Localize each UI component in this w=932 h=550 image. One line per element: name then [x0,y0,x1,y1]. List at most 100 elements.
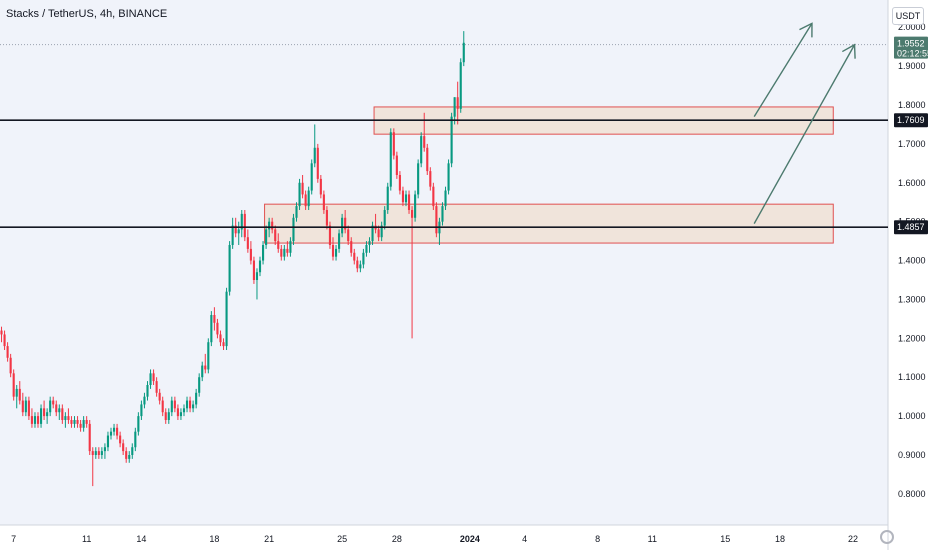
currency-unit-button[interactable]: USDT [892,7,924,25]
candle-body [420,136,423,164]
support-resistance-zone-1[interactable] [264,203,834,244]
candle-body [307,190,310,207]
candle-body [325,210,328,226]
candle-body [36,416,40,424]
candle-body [386,186,389,210]
candle-body [179,412,183,417]
candle-body [350,241,353,253]
candle-body [85,420,88,424]
y-tick-label: 1.7000 [898,139,926,149]
candle-body [359,264,362,269]
candle-body [79,423,82,428]
candle-body [338,233,341,249]
candle-body [195,392,198,405]
candle-body [274,229,277,242]
candle-body [395,155,398,175]
candle-body [134,431,137,448]
candle-body [3,334,6,347]
x-tick-label: 4 [522,534,527,544]
candle-body [298,182,301,207]
candle-body [328,225,332,245]
candle-body [304,194,307,207]
x-tick-label: 8 [595,534,600,544]
candle-body [146,385,149,397]
candle-body [185,400,189,409]
candle-body [301,182,304,195]
candle-body [6,346,9,358]
y-tick-label: 0.9000 [898,450,926,460]
candle-body [143,396,146,405]
arrow-head-icon [799,22,813,38]
candle-body [222,342,225,347]
candle-body [377,229,380,238]
candle-body [268,221,271,230]
price-axis-pane[interactable] [888,0,932,550]
x-tick-label: 21 [264,534,274,544]
candle-body [149,373,152,385]
candle-body [258,260,262,273]
x-tick-label: 18 [775,534,785,544]
gear-icon[interactable] [880,530,894,544]
candle-body [106,435,110,448]
candle-body [192,404,195,409]
candle-body [164,412,167,420]
y-tick-label: 0.8000 [898,489,926,499]
y-tick-label: 1.3000 [898,294,926,304]
trend-arrow-1[interactable] [753,44,856,224]
candle-body [411,210,414,218]
candle-body [18,388,21,401]
time-axis-pane[interactable] [0,525,888,550]
candle-body [225,291,228,347]
candle-body [277,241,280,249]
trend-arrow-0[interactable] [753,22,813,118]
candle-body [322,194,325,210]
symbol-title[interactable]: Stacks / TetherUS, 4h, BINANCE [6,8,168,20]
last-price-badge[interactable] [894,36,928,59]
candle-body [88,423,91,452]
candle-body [459,62,462,109]
candle-body [313,147,316,164]
candle-body [362,252,365,265]
arrow-head-icon [841,43,856,59]
candle-body [246,237,249,249]
candle-body [331,245,335,257]
candle-body [207,342,210,370]
price-line-badge-2[interactable] [894,220,928,235]
candle-body [432,186,435,207]
candle-body [204,365,207,370]
candle-body [49,400,52,413]
candle-body [82,420,85,428]
candle-body [39,408,43,424]
candle-body [334,248,338,257]
candle-body [64,416,67,420]
candle-body [46,412,49,417]
candle-body [9,357,12,374]
candle-body [255,272,259,280]
candle-body [155,381,158,393]
candle-body [228,245,231,292]
candle-body [27,400,30,417]
x-tick-label: 25 [337,534,347,544]
candle-body [243,213,246,238]
y-tick-label: 1.0000 [898,411,926,421]
candle-body [131,447,134,455]
price-line-badge-1[interactable] [894,113,928,128]
candle-body [210,315,213,343]
candle-body [161,400,164,413]
candle-body [15,388,18,397]
candle-body [137,416,140,432]
candle-body [201,365,204,378]
candle-body [189,400,192,409]
candle-body [198,377,201,393]
candle-body [33,416,37,424]
candle-body [456,97,459,109]
candle-body [100,451,103,455]
candle-body [453,97,456,117]
candle-body [119,435,122,444]
y-tick-label: 1.1000 [898,372,926,382]
candle-body [407,194,411,210]
candle-body [140,404,143,417]
x-tick-label: 11 [82,534,91,544]
